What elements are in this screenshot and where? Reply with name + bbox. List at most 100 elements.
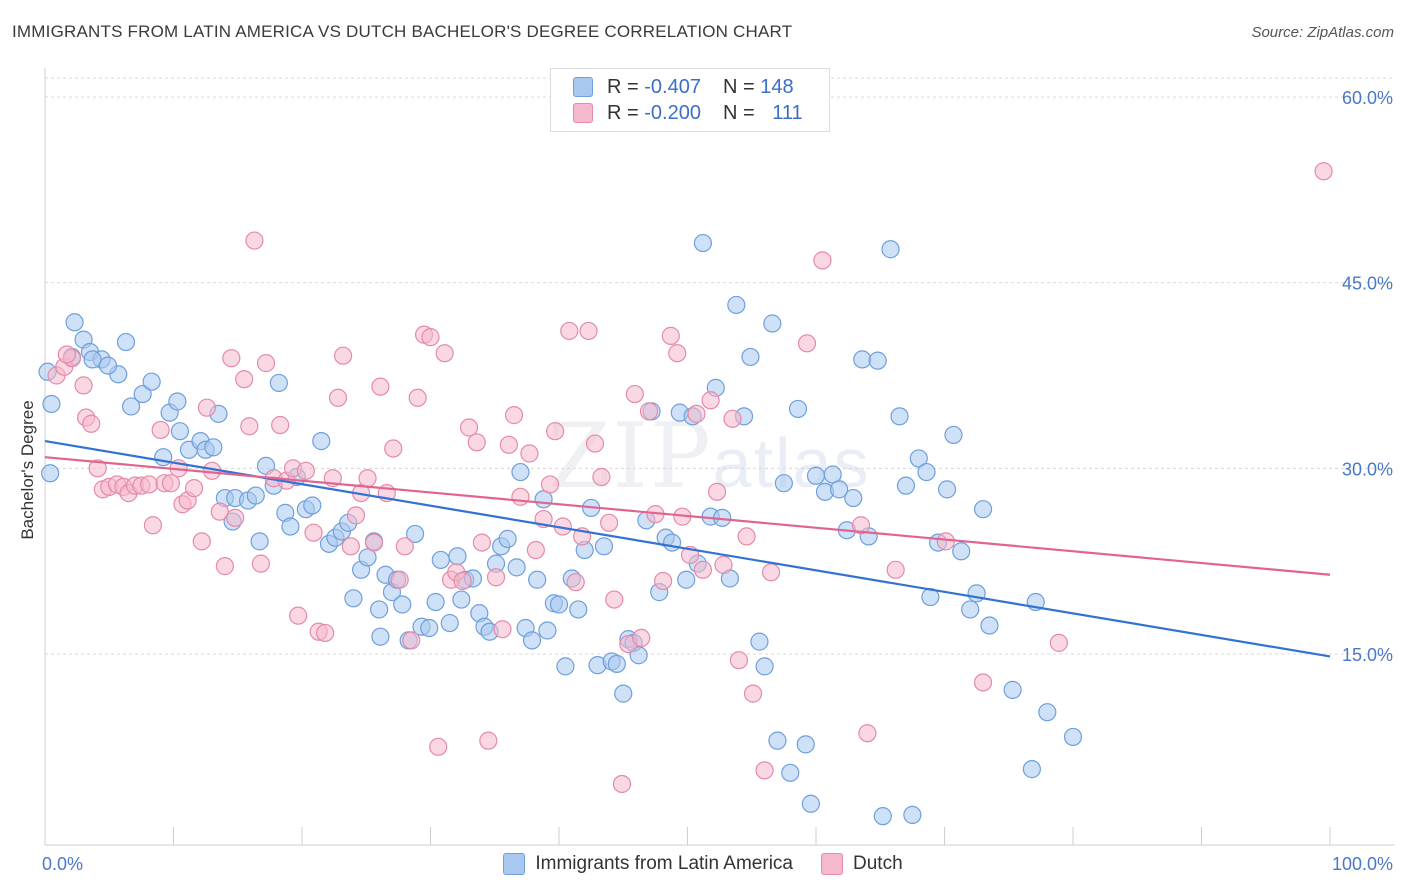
data-point xyxy=(467,433,486,452)
data-point xyxy=(851,516,871,535)
data-point xyxy=(281,517,300,536)
data-point xyxy=(520,444,539,463)
data-point xyxy=(250,532,269,551)
data-point xyxy=(566,573,585,592)
data-point xyxy=(328,388,348,407)
data-point xyxy=(1049,633,1068,652)
data-point xyxy=(161,474,181,493)
data-point xyxy=(797,334,817,353)
data-point xyxy=(312,432,331,451)
data-point xyxy=(781,763,800,782)
correlation-legend: R = -0.407 N = 148 R = -0.200 N = 111 xyxy=(550,68,830,132)
data-point xyxy=(569,600,588,619)
data-point xyxy=(796,735,815,754)
legend-row-blue: R = -0.407 N = 148 xyxy=(573,75,794,99)
data-point xyxy=(755,761,774,780)
data-point xyxy=(592,467,611,487)
data-point xyxy=(662,533,682,552)
data-point xyxy=(896,476,916,495)
legend-swatch-blue xyxy=(503,853,526,875)
data-point xyxy=(459,418,479,437)
data-point xyxy=(668,344,687,363)
data-point xyxy=(121,397,141,416)
y-tick-label: 45.0% xyxy=(1342,274,1393,294)
data-point xyxy=(579,321,598,341)
data-point xyxy=(408,388,427,407)
data-point xyxy=(1063,727,1083,747)
watermark-logo: ZIPatlas xyxy=(548,404,871,509)
y-tick-label: 30.0% xyxy=(1342,459,1393,479)
data-point xyxy=(755,657,774,676)
data-point xyxy=(346,506,366,525)
data-point xyxy=(511,462,530,482)
data-point xyxy=(830,480,849,499)
data-point xyxy=(197,398,217,417)
legend-r-label: R = xyxy=(607,75,645,98)
data-point xyxy=(390,570,409,589)
data-point xyxy=(154,448,173,467)
data-point xyxy=(82,414,101,433)
data-point xyxy=(222,349,241,368)
data-point xyxy=(143,516,163,535)
data-point xyxy=(151,420,170,440)
data-point xyxy=(801,794,820,813)
x-tick-label: 100.0% xyxy=(1332,854,1393,874)
data-point xyxy=(440,613,459,633)
data-point xyxy=(614,684,633,703)
data-point xyxy=(420,618,439,638)
data-point xyxy=(526,540,545,560)
data-point xyxy=(600,513,619,532)
data-point xyxy=(763,314,782,333)
data-point xyxy=(556,657,575,676)
data-point xyxy=(632,628,651,648)
data-point xyxy=(498,529,517,548)
data-point xyxy=(886,560,905,579)
data-point xyxy=(303,496,322,515)
data-point xyxy=(245,231,264,250)
data-point xyxy=(74,376,93,395)
data-point xyxy=(585,434,605,453)
legend-r-value: -0.200 xyxy=(644,101,701,124)
data-point xyxy=(384,439,403,458)
data-point xyxy=(472,533,491,552)
data-point xyxy=(316,623,335,643)
data-point xyxy=(625,384,644,404)
legend-swatch-pink xyxy=(573,103,593,123)
data-point xyxy=(402,631,421,650)
data-point xyxy=(737,527,756,546)
data-point xyxy=(133,384,152,404)
data-point xyxy=(116,332,136,352)
data-point xyxy=(729,651,749,670)
data-point xyxy=(612,774,632,794)
data-point xyxy=(741,347,760,367)
data-point xyxy=(768,731,787,750)
data-point xyxy=(226,508,245,527)
data-point xyxy=(727,295,746,315)
data-point xyxy=(868,351,887,370)
data-point xyxy=(507,558,526,577)
data-point xyxy=(693,233,713,253)
data-point xyxy=(761,563,781,582)
data-point xyxy=(271,415,290,435)
data-point xyxy=(65,313,84,332)
data-point xyxy=(750,632,769,651)
legend-item-immigrants: Immigrants from Latin America xyxy=(503,853,793,875)
data-point xyxy=(1314,162,1333,181)
data-point xyxy=(426,592,445,612)
data-point xyxy=(256,354,276,373)
data-point xyxy=(881,240,900,259)
data-point xyxy=(973,500,993,519)
data-point xyxy=(88,459,107,478)
data-point xyxy=(192,532,211,551)
data-point xyxy=(421,328,440,347)
data-point xyxy=(499,435,518,454)
data-point xyxy=(235,370,254,389)
data-point xyxy=(344,589,363,608)
data-point xyxy=(240,417,259,436)
legend-item-dutch: Dutch xyxy=(821,853,903,875)
data-point xyxy=(395,537,414,556)
data-point xyxy=(605,590,624,609)
data-point xyxy=(653,571,673,591)
data-point xyxy=(858,724,877,743)
data-point xyxy=(546,422,565,441)
